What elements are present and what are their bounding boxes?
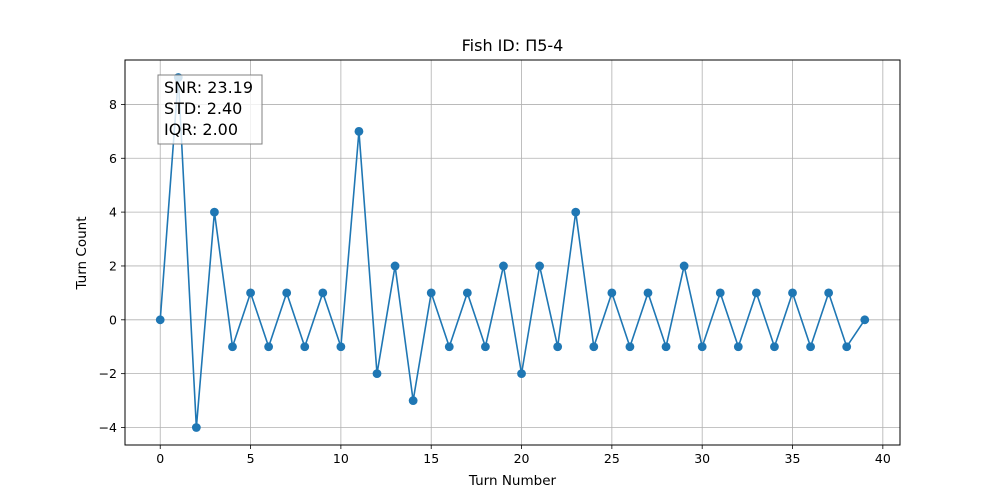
data-point — [390, 261, 400, 271]
data-point — [246, 288, 255, 298]
data-point — [697, 342, 707, 352]
series-line — [155, 73, 870, 432]
x-tick-label: 10 — [333, 451, 349, 466]
data-point — [282, 288, 292, 298]
data-point — [571, 207, 581, 217]
data-point — [661, 342, 671, 352]
data-point — [426, 288, 436, 298]
stats-iqr: IQR: 2.00 — [164, 120, 238, 139]
data-point — [806, 342, 815, 352]
data-point — [300, 342, 310, 352]
x-tick-label: 20 — [514, 451, 530, 466]
chart-title: Fish ID: П5-4 — [462, 36, 564, 55]
data-point — [553, 342, 563, 352]
data-point — [715, 288, 725, 298]
data-point — [354, 126, 364, 136]
y-tick-label: 2 — [109, 258, 117, 273]
stats-annotation: SNR: 23.19 STD: 2.40 IQR: 2.00 — [157, 74, 263, 145]
data-point — [318, 288, 328, 298]
data-point — [517, 369, 526, 379]
data-point — [607, 288, 617, 298]
data-point — [824, 288, 834, 298]
x-tick-label: 0 — [156, 451, 164, 466]
data-point — [643, 288, 653, 298]
data-point — [444, 342, 454, 352]
data-point — [408, 396, 418, 405]
data-point — [679, 261, 689, 271]
data-point — [336, 342, 346, 352]
data-point — [860, 315, 870, 325]
y-tick-label: 8 — [109, 97, 117, 112]
stats-annotation-box — [157, 74, 263, 145]
data-point — [842, 342, 852, 352]
data-point — [462, 288, 472, 298]
y-tick-label: 0 — [109, 312, 117, 327]
data-point — [372, 369, 382, 379]
data-point — [228, 342, 237, 352]
data-point — [264, 342, 274, 352]
stats-snr: SNR: 23.19 — [164, 78, 253, 97]
x-tick-label: 5 — [247, 451, 255, 466]
y-tick-label: 4 — [109, 205, 117, 220]
y-tick-label: 6 — [109, 151, 117, 166]
data-point — [788, 288, 797, 298]
x-tick-label: 35 — [785, 451, 801, 466]
y-axis-ticks: −4 −2 0 2 4 6 8 — [99, 97, 125, 435]
data-point — [155, 315, 165, 325]
data-point — [210, 207, 219, 217]
stats-std: STD: 2.40 — [164, 99, 242, 118]
data-point — [733, 342, 743, 352]
data-point — [589, 342, 599, 352]
data-point — [751, 288, 761, 298]
y-tick-label: −4 — [99, 420, 117, 435]
plot-frame — [124, 59, 901, 446]
x-tick-label: 40 — [875, 451, 891, 466]
data-point — [191, 423, 201, 432]
data-point — [625, 342, 635, 352]
y-axis-label: Turn Count — [74, 216, 90, 290]
data-point — [499, 261, 508, 271]
data-point — [770, 342, 779, 352]
x-tick-label: 25 — [604, 451, 620, 466]
x-tick-label: 30 — [694, 451, 710, 466]
series-path — [159, 76, 866, 429]
data-point — [481, 342, 490, 352]
y-tick-label: −2 — [99, 366, 117, 381]
data-point — [535, 261, 544, 271]
x-axis-ticks: 0 5 10 15 20 25 30 35 40 — [156, 445, 891, 466]
x-tick-label: 15 — [423, 451, 439, 466]
grid-lines — [125, 60, 900, 445]
x-axis-label: Turn Number — [468, 473, 557, 489]
